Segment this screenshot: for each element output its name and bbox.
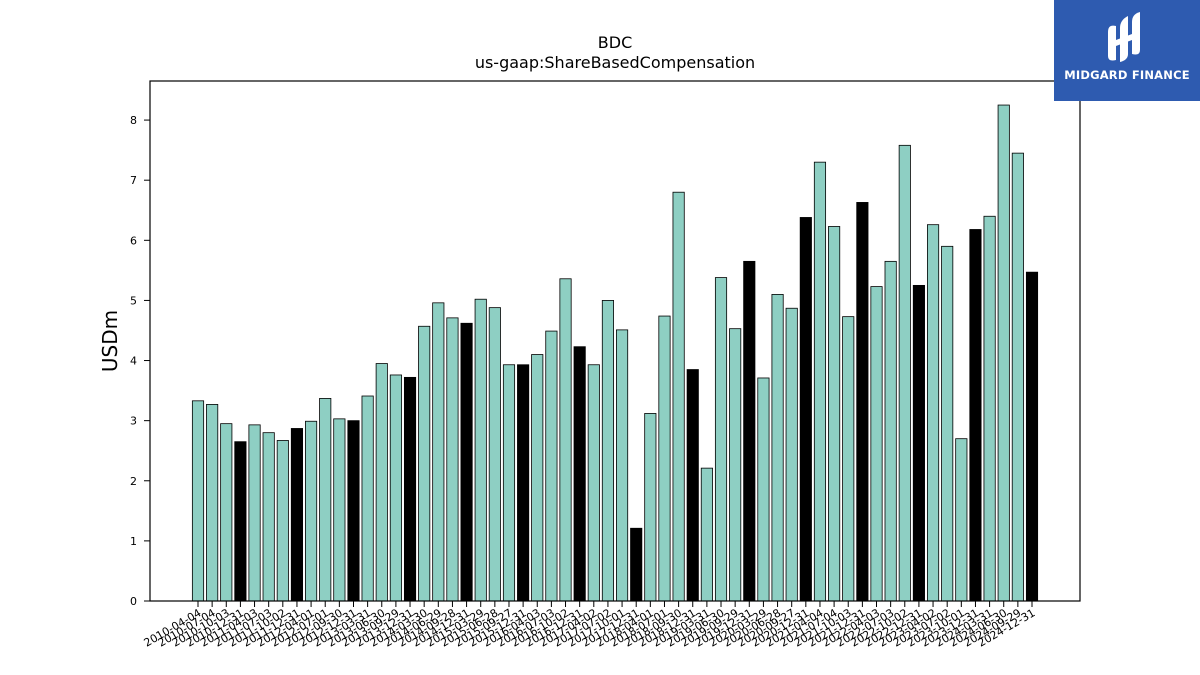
bar-2024-06-30	[997, 104, 1010, 602]
bar-2018-12-31	[686, 369, 699, 602]
chart-subtitle: us-gaap:ShareBasedCompensation	[475, 53, 755, 72]
bar-2013-03-31	[361, 395, 374, 602]
bar-2013-12-31	[403, 376, 417, 602]
bar-2015-03-29	[474, 298, 487, 602]
bar-2012-07-01	[319, 398, 332, 602]
bar-2020-12-31	[799, 217, 812, 602]
brand-name: MIDGARD FINANCE	[1064, 68, 1190, 82]
bar-2014-06-29	[432, 302, 445, 602]
y-axis-label: USDm	[98, 310, 122, 372]
bar-2015-09-27	[502, 364, 516, 602]
bar-2011-07-03	[262, 432, 275, 602]
bar-2022-04-03	[870, 286, 883, 602]
bar-2013-09-29	[389, 374, 402, 602]
bar-2011-04-03	[248, 424, 261, 602]
bar-2020-09-27	[785, 307, 798, 602]
y-ticks: 0 1 2 3 4 5 6 7 8	[130, 114, 150, 608]
bar-2017-10-01	[616, 329, 629, 602]
bar-2017-12-31	[630, 527, 643, 602]
bar-2017-07-02	[601, 300, 614, 602]
bar-2021-04-04	[813, 161, 827, 602]
bar-2012-12-31	[347, 420, 360, 602]
bar-2024-12-31	[1025, 271, 1039, 602]
bar-2020-06-28	[771, 294, 784, 602]
bar-2011-10-02	[276, 440, 289, 602]
bars-group	[191, 104, 1039, 602]
midgard-logo-icon	[1108, 12, 1140, 62]
bar-2020-03-29	[757, 377, 770, 602]
bar-2015-06-28	[488, 307, 501, 602]
bar-2014-12-31	[460, 322, 473, 602]
bar-2019-06-30	[714, 277, 728, 602]
bar-2016-07-03	[545, 330, 558, 602]
bar-2018-07-01	[658, 315, 671, 602]
bar-2016-12-31	[573, 346, 586, 602]
bar-2021-12-31	[856, 202, 869, 602]
y-tick-label: 7	[130, 174, 137, 187]
y-tick-label: 6	[130, 234, 137, 247]
bar-2022-07-03	[884, 260, 897, 602]
bar-2024-09-29	[1011, 152, 1024, 602]
y-tick-label: 8	[130, 114, 137, 127]
chart-title: BDC	[598, 33, 632, 52]
y-tick-label: 1	[130, 535, 137, 548]
bar-2017-04-02	[587, 364, 600, 602]
y-tick-label: 5	[130, 294, 137, 307]
y-tick-label: 2	[130, 475, 137, 488]
bar-2023-10-01	[955, 438, 968, 602]
bar-2022-10-02	[898, 144, 911, 602]
bar-2014-03-30	[418, 325, 431, 602]
bar-2023-12-31	[969, 229, 982, 602]
bar-2016-04-03	[531, 354, 544, 602]
brand-logo: MIDGARD FINANCE	[1054, 0, 1200, 101]
bar-2013-06-30	[375, 363, 388, 602]
bar-2023-04-02	[927, 224, 940, 602]
bar-2010-07-04	[206, 404, 219, 602]
plot-frame	[149, 80, 1081, 602]
bar-2019-03-31	[700, 467, 713, 602]
bar-2016-10-02	[559, 278, 572, 602]
bar-2012-09-30	[333, 418, 346, 602]
bar-2010-12-31	[234, 441, 247, 602]
bar-2022-12-31	[912, 284, 925, 602]
bar-2018-09-30	[672, 191, 685, 602]
bar-2021-10-03	[842, 316, 855, 602]
bar-2024-03-31	[983, 215, 996, 602]
bar-2023-07-02	[941, 245, 954, 602]
bar-2019-09-29	[729, 328, 742, 602]
y-tick-label: 4	[130, 355, 137, 368]
bar-2010-04-04	[191, 400, 205, 602]
bar-2012-04-01	[305, 420, 318, 602]
x-ticks: 2010-04-042010-07-042010-10-032010-12-31…	[142, 601, 1038, 650]
y-tick-label: 3	[130, 415, 137, 428]
bar-2015-12-31	[517, 364, 530, 602]
bar-2014-09-28	[446, 317, 459, 602]
bar-2019-12-31	[743, 260, 756, 602]
bar-2011-12-31	[290, 428, 304, 602]
y-tick-label: 0	[130, 595, 137, 608]
bar-2010-10-03	[220, 423, 233, 602]
bar-2018-04-01	[644, 413, 657, 602]
bar-2021-07-04	[828, 226, 841, 602]
